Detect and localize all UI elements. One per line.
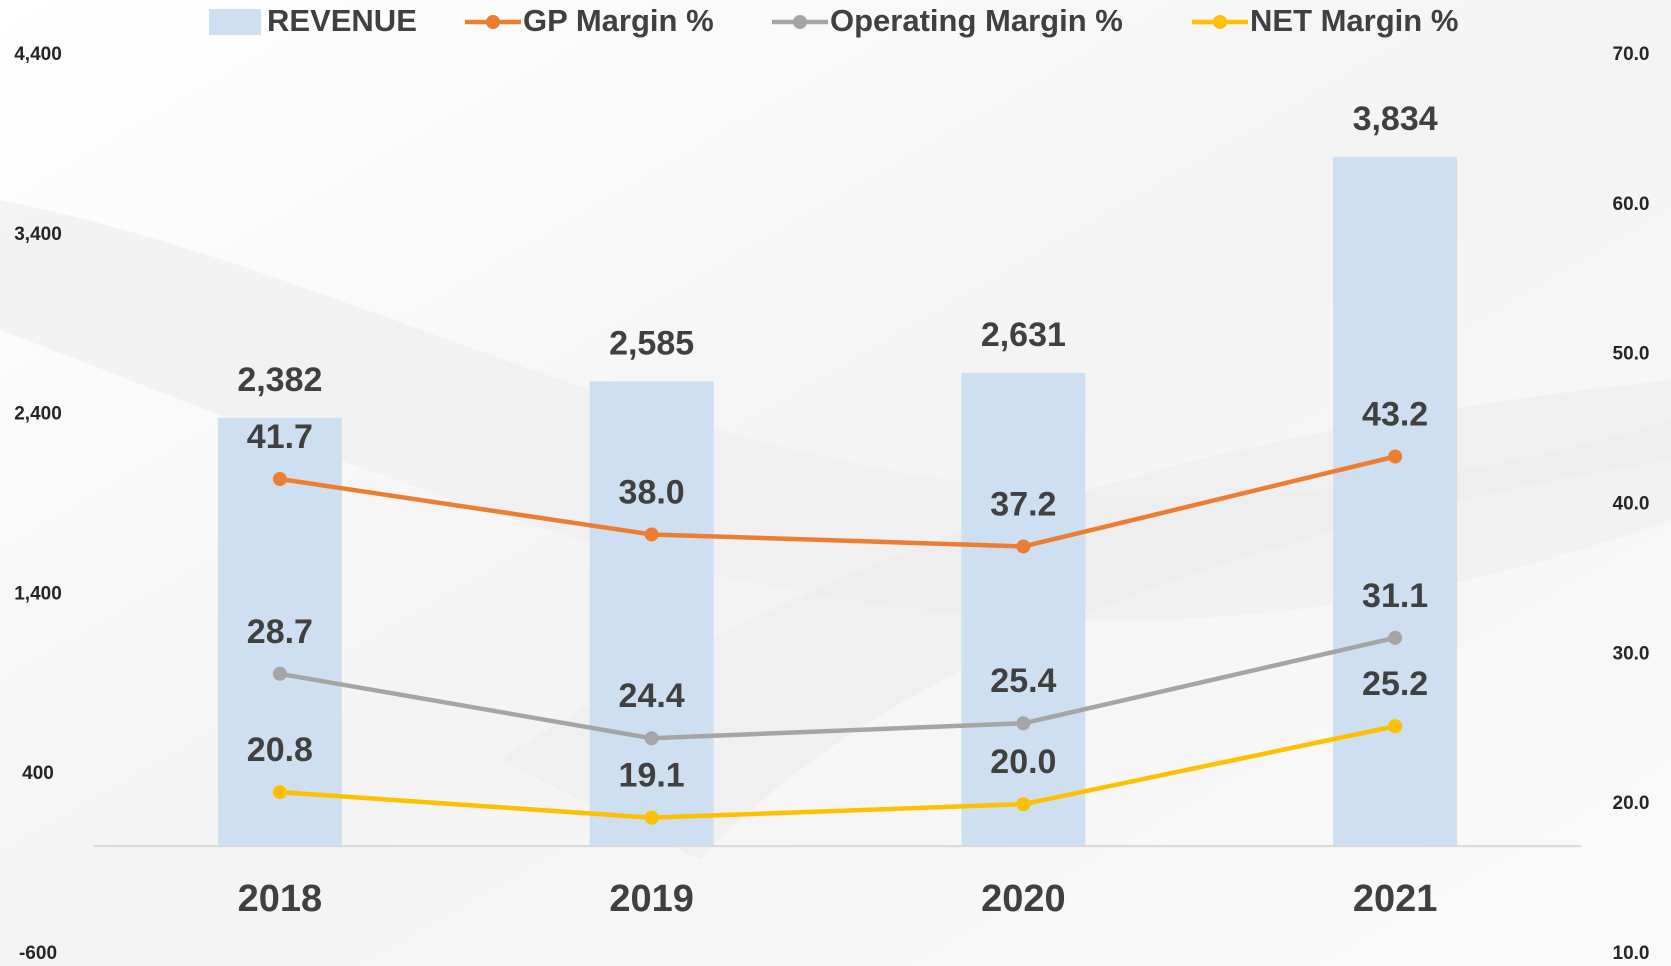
bar (217, 417, 342, 847)
y-tick-label: 2,400 (14, 404, 62, 425)
y-tick-label: 400 (22, 763, 54, 784)
data-label: 38.0 (619, 473, 685, 511)
legend-swatch (1213, 15, 1227, 29)
line (279, 724, 1396, 820)
marker (272, 472, 287, 487)
marker (1016, 797, 1031, 812)
y-tick-label: 1,400 (14, 583, 62, 604)
marker (644, 731, 659, 746)
legend-swatch (209, 9, 261, 35)
data-label: 31.1 (1362, 577, 1428, 615)
data-label: 37.2 (990, 485, 1056, 523)
marker (1388, 719, 1403, 734)
y2-tick-label: 70.0 (1613, 44, 1650, 65)
marker (644, 527, 659, 542)
data-label: 3,834 (1353, 100, 1438, 138)
y2-tick-label: 30.0 (1613, 643, 1650, 664)
marker (1016, 539, 1031, 554)
y-tick-label: 3,400 (14, 224, 62, 245)
x-tick-label: 2018 (238, 878, 323, 920)
data-label: 2,585 (609, 324, 694, 362)
data-label: 20.8 (247, 731, 313, 769)
legend-swatch (793, 15, 807, 29)
line (279, 454, 1396, 549)
x-tick-label: 2021 (1353, 878, 1438, 920)
legend-label: NET Margin % (1250, 3, 1458, 38)
legend-swatch (486, 15, 500, 29)
data-label: 2,382 (237, 361, 322, 399)
marker (1016, 716, 1031, 731)
x-tick-label: 2019 (609, 878, 694, 920)
line (279, 635, 1396, 741)
y2-tick-label: 40.0 (1613, 494, 1650, 515)
marker (1388, 630, 1403, 645)
bar (961, 373, 1086, 847)
data-label: 2,631 (981, 316, 1066, 354)
data-label: 19.1 (619, 757, 685, 795)
data-label: 43.2 (1362, 396, 1428, 434)
y2-tick-label: 60.0 (1613, 194, 1650, 215)
marker (272, 666, 287, 681)
y-tick-label: -600 (19, 943, 57, 964)
legend-label: REVENUE (267, 3, 417, 38)
marker (644, 810, 659, 825)
data-label: 25.2 (1362, 665, 1428, 703)
data-label: 28.7 (247, 613, 313, 651)
data-label: 24.4 (619, 677, 685, 715)
y2-tick-label: 50.0 (1613, 344, 1650, 365)
bar (589, 381, 714, 847)
y2-tick-label: 20.0 (1613, 793, 1650, 814)
x-tick-label: 2020 (981, 878, 1066, 920)
legend-label: GP Margin % (523, 3, 714, 38)
y2-tick-label: 10.0 (1613, 943, 1650, 964)
data-label: 41.7 (247, 418, 313, 456)
marker (272, 785, 287, 800)
marker (1388, 449, 1403, 464)
data-label: 20.0 (990, 743, 1056, 781)
legend-label: Operating Margin % (830, 3, 1123, 38)
data-label: 25.4 (990, 662, 1056, 700)
bar (1333, 156, 1458, 847)
y-tick-label: 4,400 (14, 44, 62, 65)
